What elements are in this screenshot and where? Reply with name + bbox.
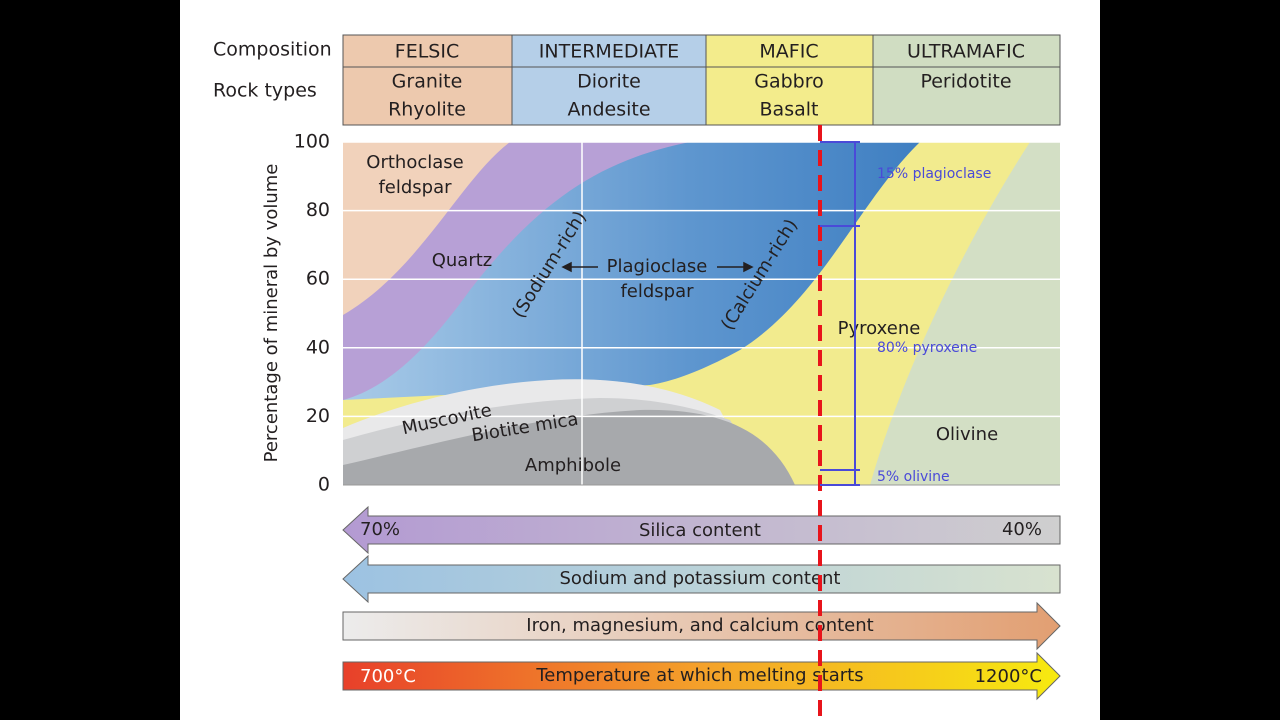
sodium-arrow <box>342 554 1061 604</box>
y-tick-label: 80 <box>306 199 330 221</box>
y-axis-label: Percentage of mineral by volume <box>261 164 282 463</box>
orthoclase-region <box>343 142 510 315</box>
mineral-label: Amphibole <box>525 455 621 476</box>
gradient-end: 700°C <box>360 666 416 687</box>
annotation: 5% olivine <box>877 469 950 485</box>
rock-type: Basalt <box>760 99 819 121</box>
intermediate-cell <box>511 34 707 126</box>
gradient-end: 1200°C <box>975 666 1042 687</box>
temperature-arrow <box>342 651 1061 701</box>
mafic-cell <box>705 34 874 126</box>
felsic-cell <box>342 34 513 126</box>
gradient-end: 70% <box>360 519 400 540</box>
gradient-label: Sodium and potassium content <box>560 568 841 589</box>
mineral-label: Pyroxene <box>838 318 921 339</box>
y-ticks: 0 20 40 60 80 100 <box>294 131 1060 496</box>
composition: FELSIC <box>395 41 459 63</box>
amphibole-region <box>343 409 795 485</box>
rock-type: Diorite <box>577 71 641 93</box>
mineral-label: Orthoclase <box>366 152 463 173</box>
plagioclase-arrows <box>561 261 754 273</box>
silica-arrow <box>342 505 1061 555</box>
y-tick-label: 40 <box>306 336 330 358</box>
rock-type: Peridotite <box>920 71 1011 93</box>
annotation: 15% plagioclase <box>877 166 991 182</box>
mineral-label: Olivine <box>936 424 998 445</box>
ultramafic-cell <box>872 34 1061 126</box>
bracket <box>820 141 860 486</box>
rock-type: Granite <box>392 71 463 93</box>
composition: MAFIC <box>759 41 818 63</box>
rock-type: Rhyolite <box>388 99 466 121</box>
gradient-label: Iron, magnesium, and calcium content <box>526 615 873 636</box>
rock-type: Gabbro <box>754 71 824 93</box>
mineral-label: Plagioclase <box>607 256 708 277</box>
composition: INTERMEDIATE <box>539 41 679 63</box>
y-tick-label: 0 <box>318 474 330 496</box>
row-label: Composition <box>213 39 332 61</box>
plot-regions <box>343 142 1060 486</box>
mineral-label: Quartz <box>432 250 493 271</box>
gradient-label: Temperature at which melting starts <box>535 665 863 686</box>
y-tick-label: 60 <box>306 268 330 290</box>
y-tick-label: 20 <box>306 405 330 427</box>
mineral-label: feldspar <box>620 281 694 302</box>
row-label: Rock types <box>213 80 317 102</box>
rock-type: Andesite <box>567 99 650 121</box>
y-tick-label: 100 <box>294 131 330 153</box>
annotation: 80% pyroxene <box>877 340 977 356</box>
mineral-label: feldspar <box>378 177 452 198</box>
gradient-end: 40% <box>1002 519 1042 540</box>
iron-arrow <box>342 601 1061 651</box>
composition: ULTRAMAFIC <box>907 41 1025 63</box>
gradient-label: Silica content <box>639 520 761 541</box>
